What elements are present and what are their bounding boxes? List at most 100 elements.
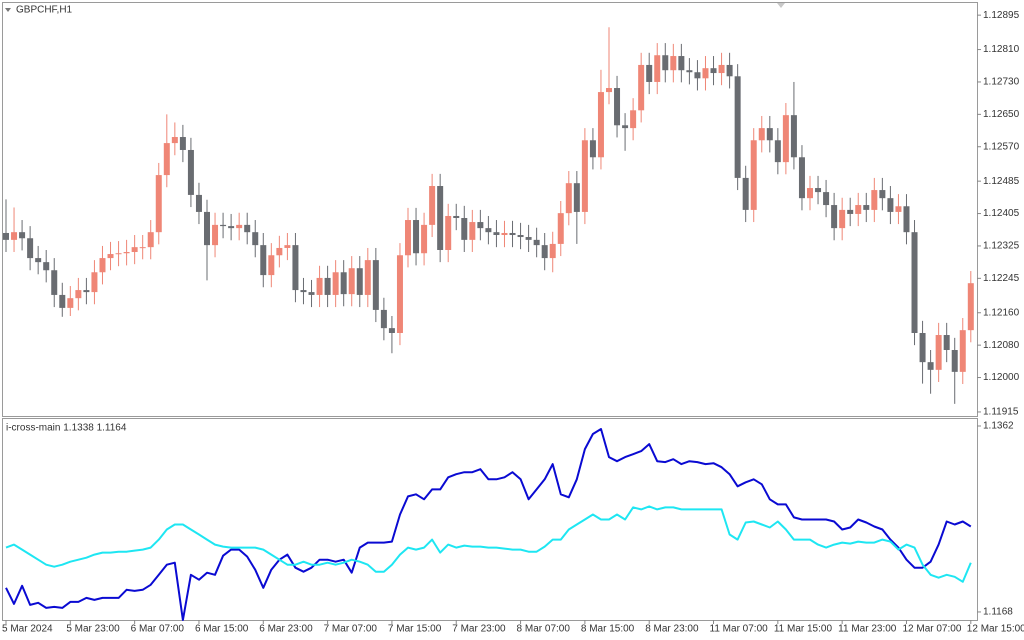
candle-body	[750, 140, 757, 210]
menu-arrow[interactable]	[5, 8, 11, 12]
candle-body	[252, 232, 259, 246]
candle-body	[308, 292, 315, 295]
candle-body	[967, 283, 974, 331]
candle-body	[477, 222, 484, 229]
candle-body	[147, 232, 154, 248]
candle-body	[823, 192, 830, 206]
candle-body	[911, 232, 918, 333]
candle-body	[300, 290, 307, 293]
candle-body	[581, 140, 588, 212]
candle-body	[597, 92, 604, 158]
candle-body	[316, 277, 323, 295]
candle-body	[903, 206, 910, 233]
candle-body	[646, 64, 653, 82]
candle-body	[155, 175, 162, 233]
candle-body	[405, 220, 411, 256]
x-tick-label: 8 Mar 15:00	[581, 624, 635, 635]
candle-body	[131, 247, 138, 253]
candle-body	[871, 190, 878, 210]
candle-body	[212, 224, 219, 246]
x-tick-label: 7 Mar 07:00	[324, 624, 378, 635]
candle-body	[372, 260, 379, 310]
candle-body	[557, 213, 564, 244]
candle-body	[171, 137, 178, 144]
candle-body	[332, 272, 339, 295]
candle-body	[195, 194, 202, 212]
x-tick-label: 7 Mar 15:00	[388, 624, 442, 635]
main-panel-frame	[2, 2, 978, 417]
candle-body	[742, 177, 749, 210]
candle-body	[324, 277, 331, 295]
candle-body	[782, 115, 789, 163]
candle-body	[501, 232, 508, 236]
x-tick-label: 6 Mar 07:00	[131, 624, 185, 635]
candle-body	[163, 143, 170, 176]
candle-body	[678, 56, 685, 71]
candle-body	[807, 188, 813, 199]
x-tick-label: 11 Mar 23:00	[838, 624, 897, 635]
candle-body	[27, 238, 34, 259]
indicator-line	[5, 428, 972, 621]
candle-body	[573, 183, 580, 212]
candle-body	[798, 157, 805, 199]
candle-body	[517, 235, 524, 238]
y-tick-label: 1.1362	[983, 421, 1014, 432]
y-tick-label: 1.1168	[983, 607, 1013, 618]
candle-body	[694, 72, 701, 79]
candle-body	[943, 335, 950, 351]
candle-body	[228, 226, 235, 229]
candle-body	[710, 68, 717, 74]
candle-body	[340, 272, 347, 295]
candle-body	[638, 64, 645, 111]
candle-body	[19, 232, 26, 239]
x-tick-label: 11 Mar 07:00	[710, 624, 769, 635]
candle-body	[348, 268, 355, 295]
candle-body	[388, 328, 395, 333]
candle-body	[260, 245, 267, 276]
x-tick-label: 12 Mar 07:00	[902, 624, 961, 635]
candle-body	[413, 220, 420, 254]
candle-body	[855, 205, 862, 214]
candle-body	[887, 198, 894, 212]
candle-body	[461, 218, 468, 240]
candle-body	[533, 239, 540, 246]
candle-body	[790, 115, 797, 158]
candle-body	[43, 262, 50, 271]
candle-body	[951, 350, 958, 372]
candle-body	[51, 270, 58, 295]
y-tick-label: 1.12810	[983, 44, 1020, 55]
candle-body	[67, 298, 74, 308]
candle-body	[91, 272, 98, 293]
candle-body	[718, 64, 725, 74]
candle-body	[187, 149, 194, 195]
candle-body	[380, 309, 387, 329]
candle-body	[276, 247, 283, 256]
y-tick-label: 1.12650	[983, 109, 1020, 120]
candle-body	[421, 224, 428, 254]
candle-body	[35, 258, 42, 263]
candle-body	[356, 268, 363, 295]
indicator-panel-frame	[2, 418, 978, 621]
candle-body	[614, 88, 621, 126]
candle-body	[702, 68, 709, 79]
candle-body	[83, 290, 90, 293]
candle-body	[774, 140, 781, 163]
candle-body	[204, 211, 210, 246]
indicator-line	[5, 505, 972, 583]
candle-body	[445, 215, 452, 250]
candle-body	[549, 243, 556, 259]
candle-body	[565, 183, 572, 214]
candle-body	[758, 128, 765, 141]
candle-body	[437, 186, 444, 250]
candle-body	[469, 222, 476, 240]
x-tick-label: 6 Mar 23:00	[259, 624, 313, 635]
candle-body	[364, 260, 371, 295]
candle-body	[429, 186, 436, 225]
x-tick-label: 5 Mar 23:00	[66, 624, 120, 635]
candle-body	[525, 237, 532, 240]
y-tick-label: 1.12245	[983, 273, 1020, 284]
y-tick-label: 1.12000	[983, 372, 1020, 383]
candle-body	[879, 190, 886, 199]
